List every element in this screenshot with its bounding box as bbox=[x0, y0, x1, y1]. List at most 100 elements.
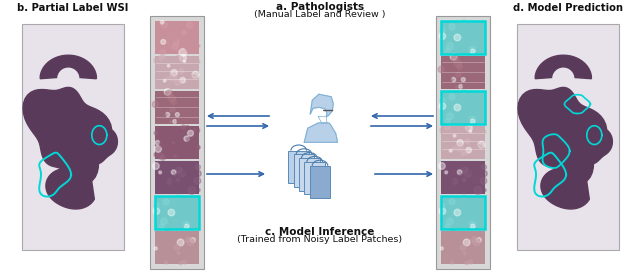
Circle shape bbox=[460, 58, 463, 62]
Circle shape bbox=[188, 186, 196, 194]
Circle shape bbox=[477, 238, 481, 242]
Circle shape bbox=[179, 162, 181, 164]
Circle shape bbox=[167, 252, 172, 256]
Text: (Trained from Noisy Label Patches): (Trained from Noisy Label Patches) bbox=[237, 235, 403, 244]
Circle shape bbox=[454, 209, 461, 216]
Circle shape bbox=[174, 93, 177, 97]
Circle shape bbox=[444, 137, 447, 140]
Circle shape bbox=[452, 231, 455, 234]
Bar bbox=[150, 16, 204, 269]
Circle shape bbox=[449, 199, 455, 205]
Circle shape bbox=[189, 40, 192, 43]
Circle shape bbox=[439, 208, 445, 215]
Circle shape bbox=[479, 213, 484, 218]
Circle shape bbox=[449, 149, 452, 152]
Bar bbox=[310, 166, 330, 198]
Circle shape bbox=[469, 73, 472, 75]
Bar bbox=[441, 125, 485, 158]
Circle shape bbox=[481, 170, 487, 177]
Circle shape bbox=[460, 65, 463, 67]
Bar bbox=[436, 16, 490, 269]
Polygon shape bbox=[318, 117, 327, 123]
Circle shape bbox=[463, 252, 466, 255]
Circle shape bbox=[450, 230, 456, 236]
Circle shape bbox=[439, 103, 445, 110]
Circle shape bbox=[467, 183, 472, 187]
Circle shape bbox=[161, 39, 166, 44]
Circle shape bbox=[193, 127, 200, 134]
Circle shape bbox=[440, 127, 446, 133]
Circle shape bbox=[474, 186, 482, 194]
Circle shape bbox=[163, 39, 167, 44]
Circle shape bbox=[460, 22, 461, 24]
Circle shape bbox=[183, 108, 186, 110]
Circle shape bbox=[452, 37, 460, 44]
Circle shape bbox=[175, 59, 182, 66]
Circle shape bbox=[182, 31, 186, 35]
Circle shape bbox=[192, 71, 199, 78]
Circle shape bbox=[465, 162, 467, 164]
Circle shape bbox=[163, 79, 166, 82]
Circle shape bbox=[181, 253, 186, 258]
Circle shape bbox=[160, 178, 167, 185]
Circle shape bbox=[186, 22, 193, 28]
Polygon shape bbox=[46, 169, 94, 209]
Circle shape bbox=[449, 24, 455, 30]
Circle shape bbox=[174, 155, 177, 157]
Circle shape bbox=[173, 58, 179, 64]
Bar bbox=[299, 158, 320, 190]
Circle shape bbox=[179, 41, 183, 44]
Circle shape bbox=[182, 221, 190, 229]
Circle shape bbox=[159, 213, 165, 219]
Circle shape bbox=[168, 95, 175, 102]
Circle shape bbox=[465, 31, 468, 34]
Circle shape bbox=[177, 167, 182, 173]
Circle shape bbox=[461, 125, 468, 133]
Circle shape bbox=[177, 239, 184, 246]
Circle shape bbox=[468, 46, 476, 53]
Circle shape bbox=[452, 188, 455, 192]
Circle shape bbox=[465, 124, 472, 132]
Bar bbox=[441, 196, 485, 229]
Circle shape bbox=[479, 38, 484, 44]
Circle shape bbox=[465, 139, 470, 144]
Circle shape bbox=[185, 45, 193, 52]
Circle shape bbox=[445, 108, 451, 114]
Polygon shape bbox=[23, 87, 112, 183]
Circle shape bbox=[182, 260, 187, 264]
Bar bbox=[155, 230, 199, 264]
Circle shape bbox=[440, 98, 445, 103]
Circle shape bbox=[467, 253, 472, 258]
Circle shape bbox=[461, 78, 465, 82]
Polygon shape bbox=[541, 169, 589, 209]
Circle shape bbox=[181, 125, 185, 129]
Circle shape bbox=[483, 189, 486, 192]
Circle shape bbox=[464, 99, 468, 104]
Circle shape bbox=[180, 206, 182, 209]
Circle shape bbox=[477, 239, 480, 242]
Circle shape bbox=[467, 49, 470, 52]
Circle shape bbox=[183, 30, 191, 38]
Circle shape bbox=[470, 130, 472, 133]
Circle shape bbox=[179, 261, 182, 265]
Circle shape bbox=[463, 239, 470, 246]
Circle shape bbox=[155, 145, 161, 152]
Circle shape bbox=[175, 79, 181, 85]
Circle shape bbox=[154, 131, 158, 135]
Bar bbox=[517, 24, 619, 250]
Circle shape bbox=[460, 174, 462, 176]
Circle shape bbox=[152, 163, 159, 169]
Polygon shape bbox=[584, 120, 612, 164]
Circle shape bbox=[161, 218, 167, 225]
Circle shape bbox=[445, 125, 451, 130]
Circle shape bbox=[159, 224, 164, 229]
Circle shape bbox=[185, 125, 189, 130]
Circle shape bbox=[174, 174, 176, 176]
Text: b. Partial Label WSI: b. Partial Label WSI bbox=[17, 3, 129, 13]
Circle shape bbox=[472, 237, 477, 242]
Circle shape bbox=[445, 187, 451, 193]
Text: (Manual Label and Review ): (Manual Label and Review ) bbox=[254, 10, 386, 19]
Circle shape bbox=[174, 100, 177, 102]
Circle shape bbox=[181, 201, 188, 207]
Circle shape bbox=[166, 250, 168, 252]
